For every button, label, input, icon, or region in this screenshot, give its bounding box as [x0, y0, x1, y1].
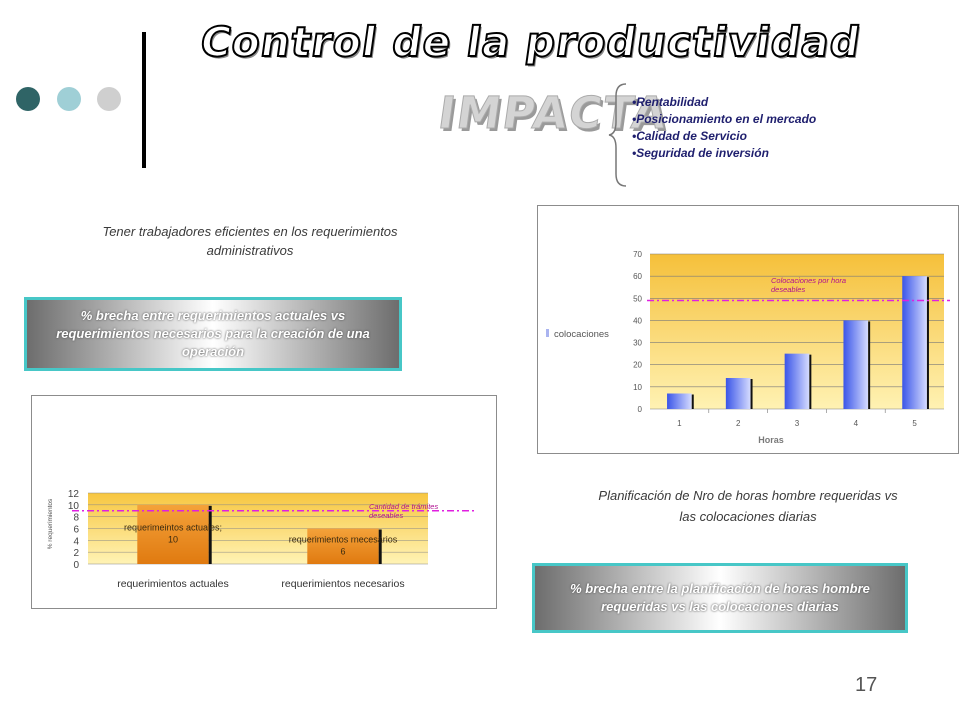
y-tick-label: 10 [633, 383, 642, 392]
data-label: 6 [340, 546, 345, 556]
colocaciones-chart: 0 10 20 30 40 50 60 70 1 2 3 4 5 Colocaciones por h… [546, 250, 950, 445]
threshold-label-line: Cantidad de trámites [369, 502, 438, 511]
x-tick-label: requerimientos actuales [117, 578, 228, 590]
data-label: requerimeintos actuales; [124, 522, 222, 532]
y-tick-label: 10 [68, 501, 80, 512]
decorative-dot-grey [97, 87, 121, 111]
x-tick-label: 4 [854, 419, 859, 428]
page-number: 17 [855, 674, 878, 696]
bar [667, 393, 692, 409]
bar [784, 353, 810, 409]
requerimientos-chart-frame: 0 2 4 6 8 10 12 requerimientos actuales requeri… [31, 395, 497, 609]
decorative-dot-dark [16, 87, 40, 111]
threshold-label: Cantidad de trámites deseables [369, 502, 438, 520]
impact-item: •Seguridad de inversión [632, 146, 769, 160]
right-caption: Planificación de Nro de horas hombre req… [598, 488, 898, 524]
bar-shadow [868, 321, 871, 409]
y-tick-label: 20 [633, 361, 642, 370]
y-tick-label: 30 [633, 339, 642, 348]
impact-item: •Posicionamiento en el mercado [632, 112, 817, 126]
page-title: Control de la productividad [196, 17, 864, 67]
bar [902, 276, 927, 409]
y-axis-label: % requerimientos [47, 498, 54, 549]
x-tick-label: 1 [677, 419, 682, 428]
bar [725, 378, 751, 409]
decorative-dot-light [57, 87, 81, 111]
y-tick-label: 12 [68, 489, 80, 500]
right-gap-box: % brecha entre la planificación de horas… [532, 563, 908, 633]
bar-shadow [926, 277, 929, 409]
impact-item: •Rentabilidad [632, 95, 709, 109]
x-tick-label: 5 [912, 419, 917, 428]
x-axis-label: Horas [758, 435, 784, 445]
bar [843, 320, 869, 409]
y-tick-label: 50 [633, 294, 642, 303]
threshold-label-line: Colocaciones por hora [771, 276, 846, 285]
impact-item: •Calidad de Servicio [632, 129, 747, 143]
y-tick-label: 0 [73, 560, 79, 571]
data-label: requerimientos rnecesarios [289, 534, 398, 544]
bar-shadow [378, 529, 382, 564]
bar-shadow [691, 394, 694, 409]
curly-brace-icon [608, 83, 627, 187]
legend-swatch [546, 329, 549, 337]
bar-shadow [208, 505, 212, 564]
x-tick-label: 3 [795, 419, 800, 428]
bar [137, 504, 209, 564]
bar [307, 528, 379, 564]
y-tick-label: 70 [633, 250, 642, 259]
y-tick-label: 2 [73, 548, 79, 559]
data-label: 10 [168, 534, 178, 544]
y-tick-label: 4 [73, 536, 79, 547]
bar-shadow [809, 354, 812, 409]
y-tick-label: 40 [633, 316, 642, 325]
left-gap-box: % brecha entre requerimientos actuales v… [24, 297, 402, 371]
y-tick-label: 8 [73, 513, 79, 524]
threshold-label: Colocaciones por hora deseables [771, 276, 846, 294]
vertical-divider [142, 32, 146, 168]
y-tick-label: 0 [638, 405, 643, 414]
impact-list: •Rentabilidad •Posicionamiento en el mer… [632, 94, 816, 162]
x-tick-label: requerimientos necesarios [281, 578, 404, 590]
x-tick-label: 2 [736, 419, 741, 428]
left-caption: Tener trabajadores eficientes en los req… [102, 224, 398, 258]
impacta-heading: IMPACTA [435, 88, 673, 140]
y-tick-label: 6 [73, 525, 79, 536]
bar-shadow [750, 379, 753, 409]
y-tick-label: 60 [633, 272, 642, 281]
threshold-label-line: deseables [771, 285, 805, 294]
colocaciones-chart-frame: 0 10 20 30 40 50 60 70 1 2 3 4 5 Colocaciones por h… [537, 205, 959, 454]
threshold-label-line: deseables [369, 511, 403, 520]
legend-label: colocaciones [554, 329, 609, 340]
